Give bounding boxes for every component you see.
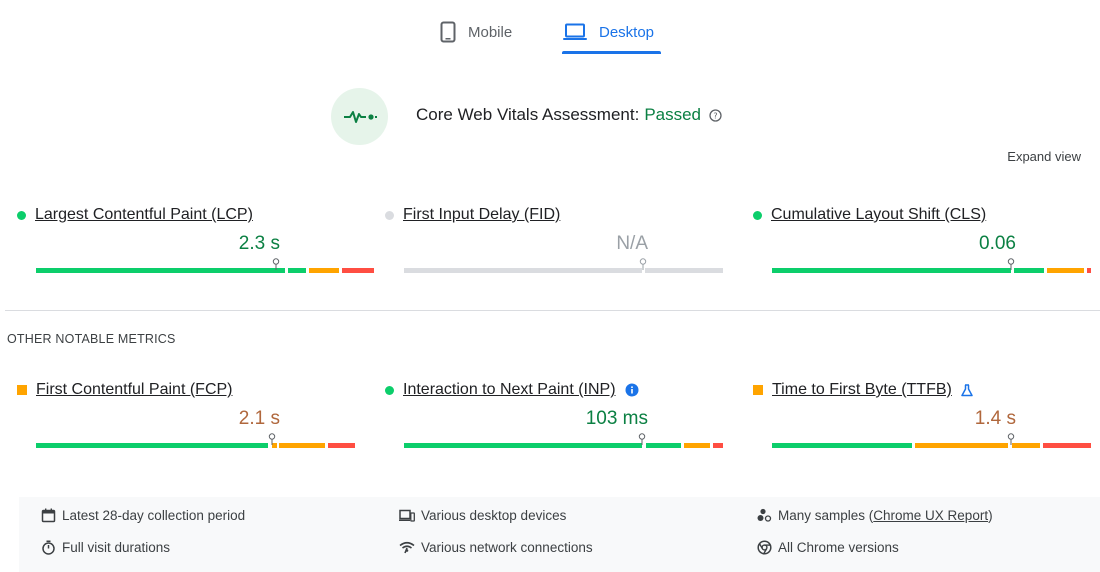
laptop-icon — [563, 23, 587, 41]
data-summary-panel: Latest 28-day collection period Full vis… — [19, 497, 1100, 572]
percentile-marker — [1007, 258, 1015, 270]
metric-fid-distribution-bar — [404, 258, 724, 273]
status-square-average — [753, 385, 763, 395]
status-square-average — [17, 385, 27, 395]
metric-fid-link[interactable]: First Input Delay (FID) — [403, 206, 561, 223]
metric-ttfb: Time to First Byte (TTFB) 1.4 s — [753, 380, 1091, 448]
metric-fcp: First Contentful Paint (FCP) 2.1 s — [17, 380, 355, 448]
metric-inp-link[interactable]: Interaction to Next Paint (INP) — [403, 381, 616, 398]
metric-inp-value: 103 ms — [585, 408, 648, 429]
status-dot-none — [385, 210, 394, 220]
metric-lcp-link[interactable]: Largest Contentful Paint (LCP) — [35, 206, 253, 223]
status-dot-good — [385, 385, 394, 395]
metric-inp: Interaction to Next Paint (INP) 103 ms — [385, 380, 723, 448]
metric-inp-distribution-bar — [404, 433, 724, 448]
calendar-icon — [41, 508, 56, 523]
summary-durations: Full visit durations — [41, 540, 170, 555]
assessment-status: Passed — [644, 105, 702, 124]
wifi-icon — [399, 541, 415, 554]
device-tabs: Mobile Desktop — [0, 0, 1100, 58]
summary-devices: Various desktop devices — [399, 508, 566, 523]
summary-collection: Latest 28-day collection period — [41, 508, 245, 523]
percentile-marker — [268, 433, 276, 445]
experimental-flask-icon[interactable] — [961, 383, 973, 397]
metric-cls-link[interactable]: Cumulative Layout Shift (CLS) — [771, 206, 987, 223]
metric-fcp-value: 2.1 s — [238, 408, 280, 429]
samples-dots-icon — [757, 508, 772, 523]
status-dot-good — [753, 210, 762, 220]
metric-fcp-distribution-bar — [36, 433, 356, 448]
summary-samples: Many samples (Chrome UX Report) — [757, 508, 993, 523]
expand-view-link[interactable]: Expand view — [1007, 149, 1081, 164]
percentile-marker — [272, 258, 280, 270]
status-dot-good — [17, 210, 26, 220]
percentile-marker — [639, 258, 647, 270]
assessment-heading: Core Web Vitals Assessment: Passed ? — [416, 105, 722, 125]
section-divider — [5, 310, 1100, 311]
svg-text:?: ? — [713, 111, 717, 120]
summary-versions: All Chrome versions — [757, 540, 899, 555]
percentile-marker — [1007, 433, 1015, 445]
vitals-pulse-icon — [331, 88, 388, 145]
metric-lcp-distribution-bar — [36, 258, 374, 273]
metric-cls: Cumulative Layout Shift (CLS) 0.06 — [753, 205, 1091, 273]
assessment-label: Core Web Vitals Assessment: — [416, 105, 640, 124]
metric-cls-distribution-bar — [772, 258, 1092, 273]
chrome-icon — [757, 540, 772, 555]
info-icon[interactable] — [625, 383, 639, 397]
metric-ttfb-link[interactable]: Time to First Byte (TTFB) — [772, 381, 952, 398]
metric-fid: First Input Delay (FID) N/A — [385, 205, 723, 273]
tab-mobile[interactable]: Mobile — [440, 10, 512, 54]
devices-icon — [399, 509, 415, 523]
metric-fcp-link[interactable]: First Contentful Paint (FCP) — [36, 381, 233, 398]
chrome-ux-report-link[interactable]: Chrome UX Report — [873, 508, 989, 523]
tab-desktop-label: Desktop — [599, 23, 655, 41]
tab-mobile-label: Mobile — [468, 23, 513, 41]
metric-lcp-value: 2.3 s — [238, 233, 280, 254]
phone-icon — [440, 21, 456, 43]
metric-ttfb-distribution-bar — [772, 433, 1092, 448]
stopwatch-icon — [41, 540, 56, 555]
metric-fid-value: N/A — [616, 233, 648, 254]
active-tab-indicator — [562, 51, 661, 54]
metric-cls-value: 0.06 — [979, 233, 1016, 254]
percentile-marker — [638, 433, 646, 445]
metric-ttfb-value: 1.4 s — [974, 408, 1016, 429]
metric-lcp: Largest Contentful Paint (LCP) 2.3 s — [17, 205, 374, 273]
help-icon[interactable]: ? — [709, 108, 722, 122]
other-metrics-heading: OTHER NOTABLE METRICS — [7, 332, 176, 346]
tab-desktop[interactable]: Desktop — [563, 10, 654, 54]
summary-network: Various network connections — [399, 540, 593, 555]
